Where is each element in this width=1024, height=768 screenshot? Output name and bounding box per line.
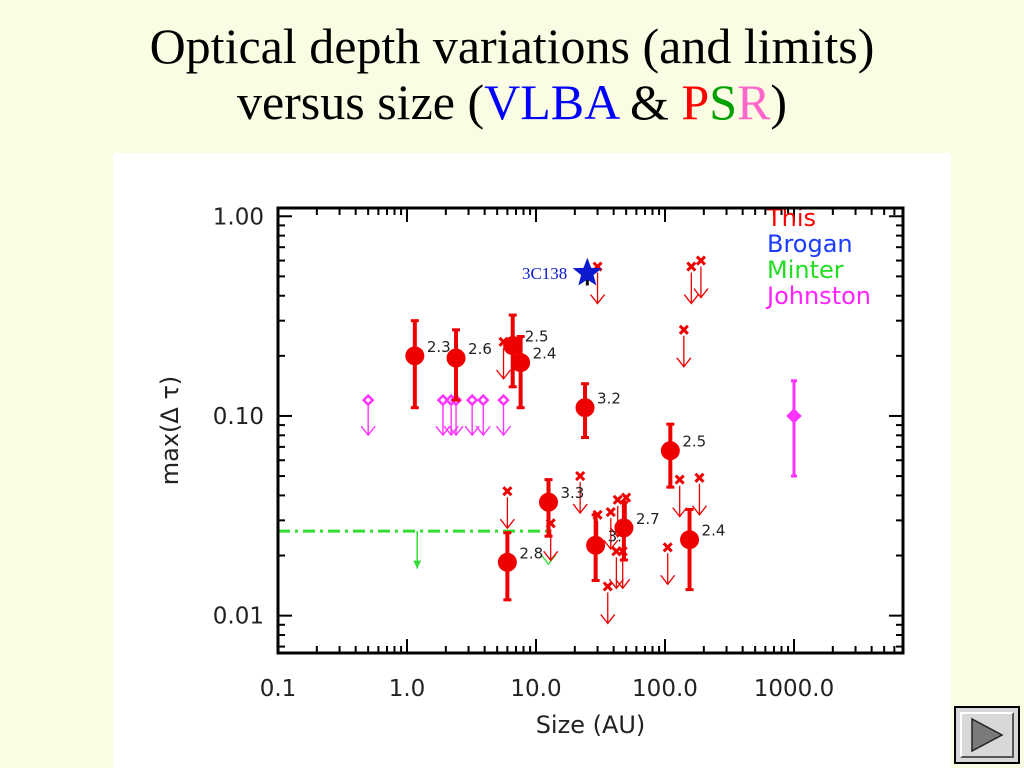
- title-vlba: VLBA: [484, 74, 618, 130]
- title-psr-s: S: [709, 74, 738, 130]
- next-slide-button-bevel: [960, 712, 1014, 758]
- this-point-label: 2.7: [636, 510, 660, 528]
- this-limit-marker: [602, 581, 613, 592]
- chart-svg: 0.1 1.0 10.0 100.0 1000.0 0.01 0.10 1.00 Size (A…: [156, 204, 905, 739]
- title-line-1: Optical depth variations (and limits): [149, 18, 875, 74]
- this-point-label: 2.4: [533, 345, 557, 363]
- x-tick-label: 1.0: [389, 676, 426, 702]
- this-limit-marker: [621, 492, 632, 503]
- johnston-detection-marker: [786, 408, 802, 424]
- x-tick-label: 0.1: [260, 676, 297, 702]
- y-tick-label: 0.01: [213, 604, 264, 630]
- this-point-label: 2.5: [682, 433, 706, 451]
- this-limit-marker: [605, 507, 616, 518]
- this-detection-marker: [405, 346, 425, 366]
- this-limit-arrow-head: [693, 288, 709, 299]
- this-detection-marker: [680, 530, 700, 550]
- this-detection-marker: [446, 348, 466, 368]
- brogan-star-marker: [572, 257, 602, 286]
- this-limit-marker: [662, 542, 673, 553]
- this-detection-marker: [660, 441, 680, 461]
- this-point-label: 2.6: [468, 340, 492, 358]
- this-point-label: 2.5: [525, 328, 549, 346]
- this-limit-marker: [502, 486, 513, 497]
- this-limit-marker: [575, 471, 586, 482]
- title-amp: &: [617, 74, 682, 130]
- next-slide-button[interactable]: [954, 706, 1020, 764]
- this-limit-arrow-head: [543, 550, 559, 562]
- slide-title: Optical depth variations (and limits) ve…: [0, 18, 1024, 130]
- johnston-limit-arrow-head: [435, 425, 451, 437]
- play-forward-icon: [971, 717, 1004, 753]
- plot-panel: 0.1 1.0 10.0 100.0 1000.0 0.01 0.10 1.00 Size (A…: [113, 153, 951, 768]
- legend-label: Brogan: [767, 230, 853, 258]
- this-detection-marker: [586, 535, 606, 555]
- johnston-limit-arrow-head: [464, 425, 480, 437]
- this-limit-marker: [694, 472, 705, 483]
- johnston-limit-arrow-head: [495, 425, 512, 437]
- title-close: ): [770, 74, 788, 130]
- x-axis-label: Size (AU): [536, 711, 646, 739]
- this-point-label: 2.8: [519, 544, 543, 562]
- this-detection-marker: [575, 398, 595, 418]
- legend-label: Johnston: [765, 282, 871, 310]
- x-tick-label: 100.0: [632, 676, 698, 702]
- this-limit-arrow-head: [572, 503, 588, 515]
- plot-frame: [276, 206, 905, 655]
- this-limit-marker: [695, 255, 707, 266]
- this-limit-arrow-head: [683, 294, 699, 305]
- johnston-limit-marker: [361, 393, 375, 407]
- this-limit-marker: [674, 474, 685, 485]
- this-point-label: 2.3: [427, 338, 451, 356]
- title-psr-p: P: [681, 74, 710, 130]
- title-prefix: versus size (: [236, 74, 485, 130]
- title-line-2: versus size (VLBA & PSR): [0, 74, 1024, 130]
- johnston-limit-marker: [465, 393, 479, 407]
- this-limit-arrow-head: [499, 518, 515, 530]
- this-limit-arrow-head: [608, 578, 624, 590]
- this-detection-marker: [503, 336, 523, 356]
- this-limit-marker: [678, 324, 689, 335]
- this-detection-marker: [497, 552, 517, 572]
- this-limit-arrow-head: [603, 539, 619, 551]
- this-limit-marker: [686, 261, 697, 272]
- plot-area: [278, 208, 903, 653]
- annotation-3c138: 3C138: [522, 264, 567, 283]
- this-limit-arrow-head: [672, 507, 688, 518]
- johnston-limit-arrow-head: [360, 425, 376, 437]
- this-limit-arrow-head: [676, 357, 692, 368]
- this-point-label: 2.4: [702, 522, 726, 540]
- this-limit-arrow-head: [691, 505, 707, 516]
- this-limit-arrow-head: [660, 574, 676, 586]
- title-psr-r: R: [737, 74, 771, 130]
- this-limit-arrow-head: [600, 614, 616, 625]
- johnston-limit-marker: [436, 393, 450, 407]
- johnston-limit-marker: [476, 393, 490, 407]
- this-limit-arrow-head: [590, 294, 606, 305]
- x-tick-label: 10.0: [510, 676, 561, 702]
- this-limit-arrow-head: [615, 578, 631, 590]
- y-tick-label: 0.10: [213, 404, 264, 430]
- y-axis-label: max(Δ τ): [156, 376, 184, 486]
- johnston-limit-arrow-head: [475, 425, 491, 437]
- this-point-label: 3.2: [597, 390, 621, 408]
- johnston-limit-arrow-head: [448, 425, 464, 437]
- this-detection-marker: [511, 353, 531, 373]
- minter-limit-arrow-head: [413, 560, 422, 569]
- this-limit-arrow-head: [495, 369, 512, 380]
- y-tick-label: 1.00: [213, 204, 264, 230]
- legend-label: Minter: [767, 256, 844, 284]
- this-detection-marker: [538, 492, 558, 512]
- this-point-label: 3.3: [560, 484, 584, 502]
- johnston-limit-marker: [497, 393, 510, 407]
- x-tick-label: 1000.0: [754, 676, 834, 702]
- this-detection-marker: [614, 518, 634, 538]
